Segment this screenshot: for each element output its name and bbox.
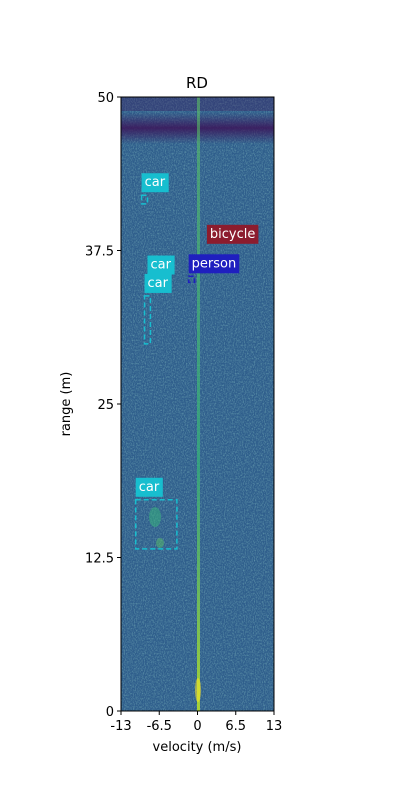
annotation-label-bg: [141, 173, 169, 193]
annotation-box-person: [187, 275, 196, 284]
x-tick-label: -6.5: [147, 719, 172, 734]
y-tick-label: 50: [97, 91, 114, 106]
annotation-label-bg: [206, 224, 259, 244]
y-tick-label: 12.5: [85, 552, 114, 567]
annotation-label-bicycle: bicycle: [210, 227, 255, 242]
zero-velocity-line: [197, 97, 200, 711]
y-axis-label: range (m): [59, 372, 74, 437]
heatmap: [121, 97, 274, 711]
annotation-label-car: car: [150, 258, 171, 273]
x-axis-label: velocity (m/s): [153, 740, 242, 755]
annotation-box-car: [140, 194, 149, 205]
annotation-box-car: [134, 499, 178, 550]
annotation-label-car: car: [139, 480, 160, 495]
annotation-label-car: car: [145, 175, 166, 190]
y-tick-label: 25: [97, 398, 114, 413]
annotation-label-car: car: [148, 276, 169, 291]
annotation-layer: car bicycle person car car car: [134, 173, 259, 550]
x-tick-label: 0: [193, 719, 201, 734]
annotation-label-bg: [188, 254, 240, 274]
target-blob: [149, 507, 161, 527]
x-tick-label: -13: [110, 719, 131, 734]
x-tick-label: 13: [266, 719, 283, 734]
annotation-label-bg: [135, 477, 163, 497]
annotation-label-bg: [147, 255, 175, 275]
y-axis: 0 12.5 25 37.5 50: [85, 91, 121, 720]
y-tick-label: 37.5: [85, 245, 114, 260]
target-blob: [156, 538, 164, 548]
annotation-label-bg: [144, 273, 172, 293]
target-blob: [195, 678, 201, 702]
chart-title: RD: [186, 74, 208, 92]
annotation-label-person: person: [192, 256, 237, 271]
x-axis: -13 -6.5 0 6.5 13: [110, 711, 282, 734]
x-tick-label: 6.5: [225, 719, 246, 734]
annotation-box-car: [143, 295, 152, 345]
y-tick-label: 0: [106, 705, 114, 720]
